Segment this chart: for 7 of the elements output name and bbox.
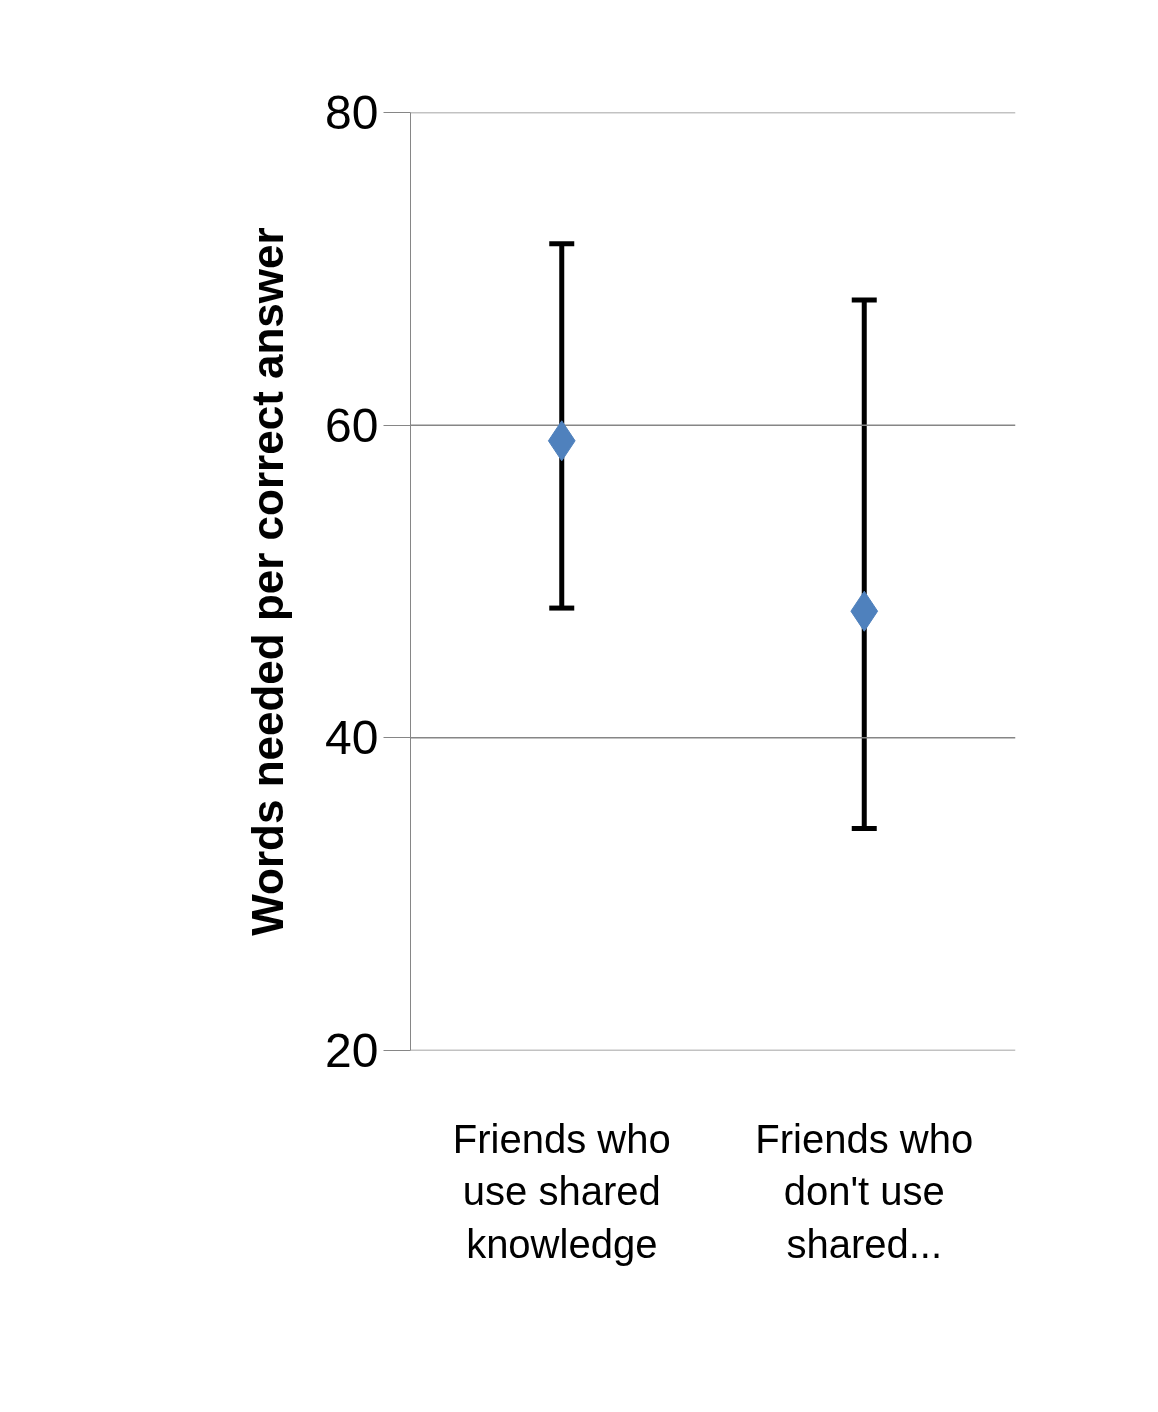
y-axis-title: Words needed per correct answer xyxy=(243,227,293,936)
y-tick-label: 40 xyxy=(325,711,379,765)
x-tick-label: Friends who use shared knowledge xyxy=(452,1116,671,1267)
y-tick-label: 80 xyxy=(325,86,379,139)
y-tick-label: 20 xyxy=(325,1024,379,1077)
x-tick-label: Friends who don't use shared... xyxy=(755,1116,974,1267)
y-tick-label: 60 xyxy=(325,398,379,452)
